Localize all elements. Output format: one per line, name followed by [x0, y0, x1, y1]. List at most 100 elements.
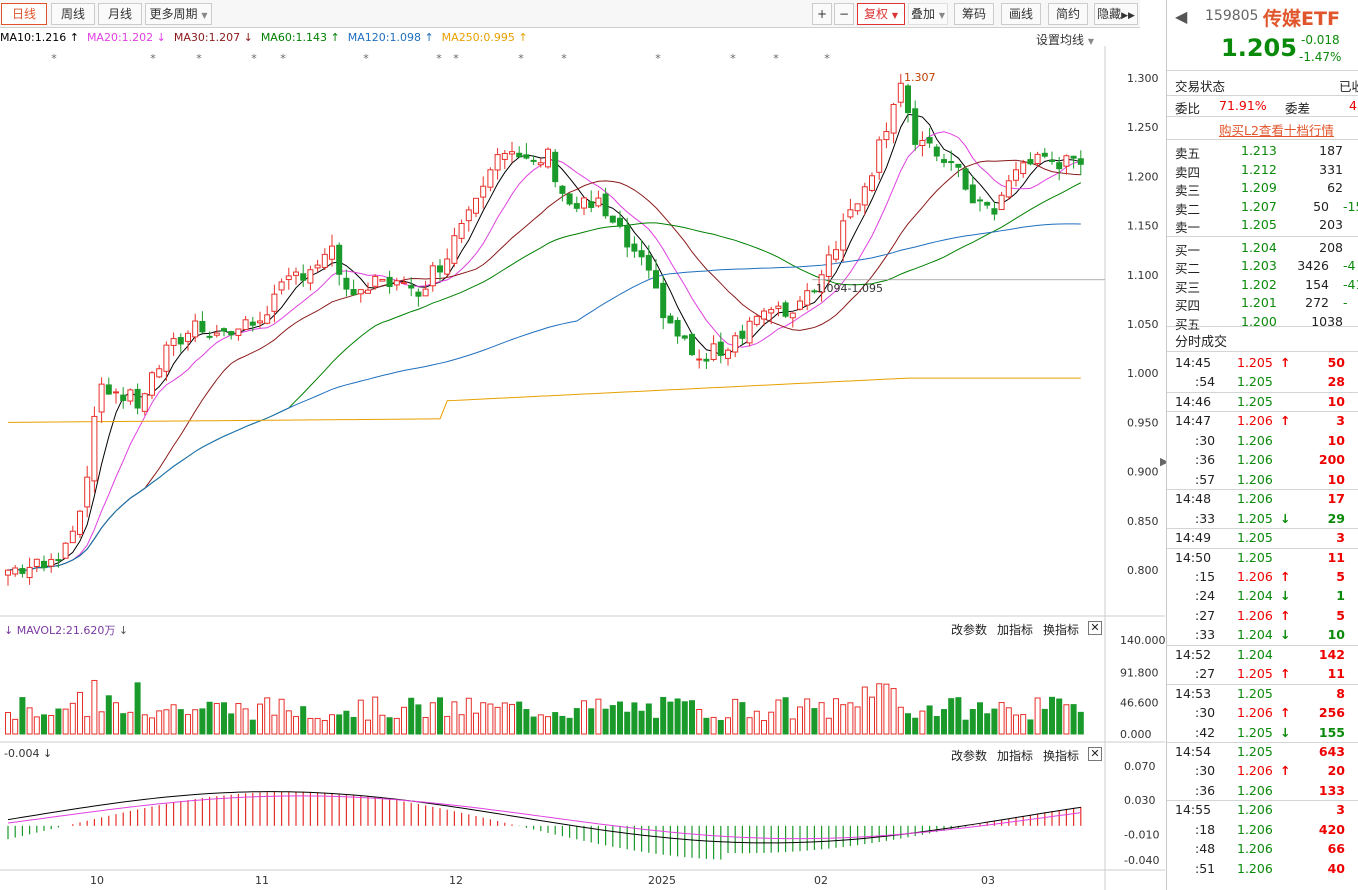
ratio-row: 委比 71.91% 委差 4 [1167, 97, 1358, 116]
tick-volume: 155 [1318, 724, 1345, 740]
candle-body [350, 289, 357, 296]
overlay-dropdown[interactable]: 叠加 ▼ [908, 3, 948, 25]
volume-bar [523, 709, 530, 735]
candle-body [933, 146, 940, 157]
volume-bar [998, 702, 1005, 735]
tick-volume: 11 [1327, 549, 1345, 565]
vol-add-indicator-button[interactable]: 加指标 [997, 623, 1034, 637]
draw-line-button[interactable]: 画线 [1001, 3, 1041, 25]
level-volume: 208 [1319, 239, 1343, 255]
tick-time: 14:50 [1175, 549, 1212, 565]
ma-settings-button[interactable]: 设置均线 ▼ [1036, 31, 1094, 48]
candle-body [883, 131, 890, 141]
zoom-out-button[interactable]: − [834, 3, 854, 25]
l2-link-row: 购买L2查看十档行情 [1167, 119, 1358, 138]
volume-bar [1070, 704, 1077, 735]
l2-upgrade-link[interactable]: 购买L2查看十档行情 [1219, 123, 1334, 138]
macd-switch-indicator-button[interactable]: 换指标 [1043, 749, 1080, 763]
price-axis-label: 1.150 [1127, 220, 1159, 233]
volume-bar [926, 705, 933, 735]
price-change-pct: -1.47% [1299, 50, 1342, 64]
period-month-tab[interactable]: 月线 [98, 3, 142, 25]
tick-row: :30 1.206 10 [1167, 432, 1358, 451]
volume-bar [818, 702, 825, 735]
candle-body [415, 291, 422, 297]
period-week-tab[interactable]: 周线 [51, 3, 95, 25]
kline-chart[interactable]: 1.300 1.250 1.200 1.150 1.100 1.050 1.000 0.950… [0, 28, 1165, 890]
vol-switch-indicator-button[interactable]: 换指标 [1043, 623, 1080, 637]
chevron-left-icon[interactable]: ◀ [1175, 7, 1188, 26]
ma-line [7, 182, 1082, 572]
zoom-in-button[interactable]: + [812, 3, 832, 25]
macd-value-label: -0.004 [4, 747, 40, 760]
tick-direction-icon: ↑ [1280, 568, 1291, 584]
volume-bar [905, 713, 911, 735]
chips-button[interactable]: 筹码 [954, 3, 994, 25]
volume-axis-label: 91.800 [1120, 666, 1159, 679]
candle-body [926, 137, 933, 144]
volume-bar [393, 717, 400, 735]
more-periods-dropdown[interactable]: 更多周期 ▼ [145, 3, 212, 25]
volume-bar [991, 708, 998, 735]
candle-body [156, 368, 163, 378]
volume-bar [1027, 719, 1034, 735]
tick-volume: 142 [1318, 646, 1345, 662]
level-change: -4 [1343, 258, 1356, 273]
hide-button[interactable]: 隐藏▶▶ [1094, 3, 1138, 25]
candle-body [264, 314, 271, 324]
macd-add-indicator-button[interactable]: 加指标 [997, 749, 1034, 763]
tick-time: 14:54 [1175, 744, 1212, 759]
volume-bar [314, 717, 321, 735]
ma-legend-item: MA120:1.098 ↑ [347, 31, 434, 44]
volume-bar [444, 715, 451, 735]
macd-edit-params-button[interactable]: 改参数 [951, 749, 988, 763]
candle-body [674, 319, 681, 337]
candle-body [163, 344, 170, 372]
toolbar: 日线 周线 月线 更多周期 ▼ + − 复权 ▼ 叠加 ▼ 筹码 画线 简约 隐… [0, 0, 1140, 28]
tick-volume: 3 [1336, 530, 1345, 546]
collapse-panel-icon[interactable]: ▶ [1160, 455, 1169, 468]
ma-line [7, 223, 1081, 572]
candle-body [804, 290, 811, 306]
vol-close-icon[interactable]: ✕ [1088, 621, 1102, 635]
volume-bar [595, 698, 602, 735]
tick-time: :30 [1195, 432, 1216, 448]
tick-price: 1.206 [1237, 471, 1273, 487]
vol-edit-params-button[interactable]: 改参数 [951, 623, 988, 637]
tick-time: :33 [1195, 627, 1216, 643]
candle-body [422, 288, 429, 297]
candle-body [977, 199, 983, 202]
ma-settings-label: 设置均线 [1036, 33, 1085, 47]
tick-time: :33 [1195, 510, 1216, 526]
mavol-label: MAVOL2:21.620万 [16, 624, 116, 637]
trade-status-label: 交易状态 [1175, 79, 1226, 94]
adjust-dropdown[interactable]: 复权 ▼ [857, 3, 905, 25]
tick-volume: 10 [1327, 432, 1345, 448]
candle-body [552, 151, 559, 183]
candle-body [667, 315, 674, 324]
simplify-button[interactable]: 简约 [1048, 3, 1088, 25]
tick-price: 1.205 [1237, 393, 1273, 409]
candle-body [113, 391, 119, 394]
chevron-down-icon: ▼ [201, 11, 208, 20]
period-day-tab[interactable]: 日线 [1, 3, 47, 25]
kline-svg[interactable]: 1.300 1.250 1.200 1.150 1.100 1.050 1.000 0.950… [0, 28, 1165, 890]
diff-label: 委差 [1285, 101, 1311, 116]
level-volume: 272 [1305, 295, 1329, 310]
tick-volume: 3 [1336, 413, 1345, 429]
time-axis-label: 10 [90, 874, 104, 887]
bid-row: 买五 1.200 1038 [1167, 313, 1358, 332]
volume-bar [696, 708, 703, 735]
volume-bar [213, 702, 220, 735]
price-axis-label: 1.050 [1127, 318, 1159, 331]
tick-volume: 40 [1327, 860, 1345, 876]
candle-body [451, 235, 458, 264]
volume-bar [242, 708, 249, 735]
macd-close-icon[interactable]: ✕ [1088, 747, 1102, 761]
volume-bar [581, 700, 587, 735]
candle-body [213, 332, 220, 336]
ma-line [7, 159, 1081, 572]
macd-axis-label: 0.030 [1124, 794, 1156, 807]
volume-bar [941, 709, 947, 735]
candle-body [703, 358, 710, 362]
